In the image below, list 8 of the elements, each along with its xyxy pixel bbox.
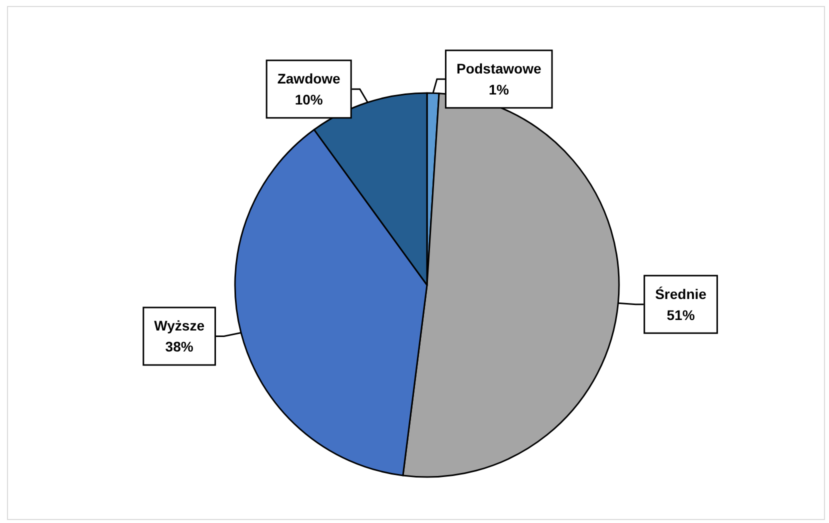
data-label: 1% <box>488 82 510 98</box>
slice-label: Wyższe <box>154 318 205 334</box>
data-label: 10% <box>294 92 324 108</box>
data-label: 51% <box>666 306 696 323</box>
slice-label: Zawdowe <box>277 70 341 87</box>
data-label: 38% <box>165 338 194 355</box>
slice-label: Podstawowe <box>456 60 542 77</box>
slice-label: Średnie <box>655 286 707 302</box>
